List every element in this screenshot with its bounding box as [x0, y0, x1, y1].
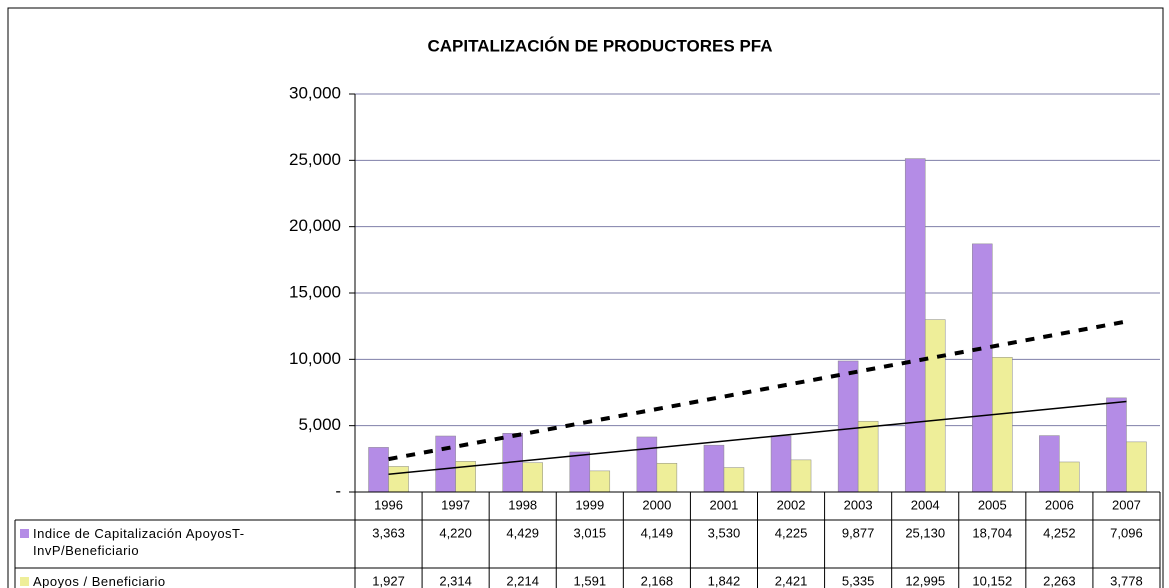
y-tick-label: -: [335, 481, 341, 500]
bar: [368, 447, 389, 493]
x-tick-label: 2000: [642, 497, 671, 512]
data-label: 4,149: [641, 525, 674, 540]
x-tick-label: 1997: [441, 497, 470, 512]
data-label: 2,214: [506, 573, 539, 588]
x-tick-label: 1999: [575, 497, 604, 512]
data-label: 3,530: [708, 525, 741, 540]
data-label: 25,130: [905, 525, 945, 540]
bar: [636, 436, 658, 493]
x-tick-label: 2002: [777, 497, 806, 512]
bar: [1039, 435, 1060, 493]
x-tick-label: 2006: [1045, 497, 1074, 512]
bar: [589, 470, 611, 493]
data-label: 2,314: [439, 573, 472, 588]
bar: [790, 459, 812, 493]
data-label: 3,778: [1110, 573, 1143, 588]
legend-label: Apoyos / Beneficiario: [33, 574, 166, 588]
bar: [1059, 461, 1080, 493]
bar: [723, 467, 745, 493]
chart-title: CAPITALIZACIÓN DE PRODUCTORES PFA: [427, 36, 772, 55]
bar: [972, 243, 993, 493]
data-label: 2,263: [1043, 573, 1076, 588]
trendline: [388, 400, 1127, 475]
data-label: 7,096: [1110, 525, 1143, 540]
data-label: 1,591: [574, 573, 607, 588]
x-tick-label: 1996: [374, 497, 403, 512]
y-tick-label: 25,000: [289, 150, 341, 169]
x-tick-label: 2001: [709, 497, 738, 512]
bar: [924, 319, 946, 493]
y-tick-label: 20,000: [289, 216, 341, 235]
bar: [656, 462, 678, 493]
data-label: 4,220: [439, 525, 472, 540]
x-tick-label: 2003: [844, 497, 873, 512]
x-tick-label: 1998: [508, 497, 537, 512]
data-label: 9,877: [842, 525, 875, 540]
chart-border: [7, 7, 1164, 588]
y-tick-label: 30,000: [289, 83, 341, 102]
y-tick-label: 5,000: [298, 415, 341, 434]
data-label: 4,252: [1043, 525, 1076, 540]
data-label: 1,842: [708, 573, 741, 588]
bar: [388, 466, 409, 493]
data-label: 3,015: [574, 525, 607, 540]
data-label: 5,335: [842, 573, 875, 588]
bar: [569, 451, 591, 493]
bar: [904, 158, 926, 493]
bar: [1126, 441, 1147, 493]
data-label: 4,225: [775, 525, 808, 540]
x-tick-label: 2004: [911, 497, 940, 512]
legend-swatch: [20, 577, 29, 586]
data-label: 10,152: [972, 573, 1012, 588]
bar: [703, 444, 725, 493]
bar: [770, 435, 792, 493]
y-tick-label: 10,000: [289, 349, 341, 368]
bar: [992, 357, 1013, 493]
data-label: 18,704: [972, 525, 1012, 540]
data-label: 12,995: [905, 573, 945, 588]
data-label: 2,168: [641, 573, 674, 588]
data-label: 4,429: [506, 525, 539, 540]
bar: [857, 420, 879, 493]
bar: [435, 435, 456, 493]
x-tick-label: 2007: [1112, 497, 1141, 512]
legend-swatch: [20, 529, 29, 538]
data-label: 3,363: [372, 525, 405, 540]
y-tick-label: 15,000: [289, 282, 341, 301]
x-tick-label: 2005: [978, 497, 1007, 512]
legend-label: Indice de Capitalización ApoyosT-InvP/Be…: [33, 526, 245, 558]
data-label: 1,927: [372, 573, 405, 588]
data-label: 2,421: [775, 573, 808, 588]
bar: [1106, 397, 1127, 493]
bar: [522, 462, 543, 493]
bar: [837, 360, 859, 493]
